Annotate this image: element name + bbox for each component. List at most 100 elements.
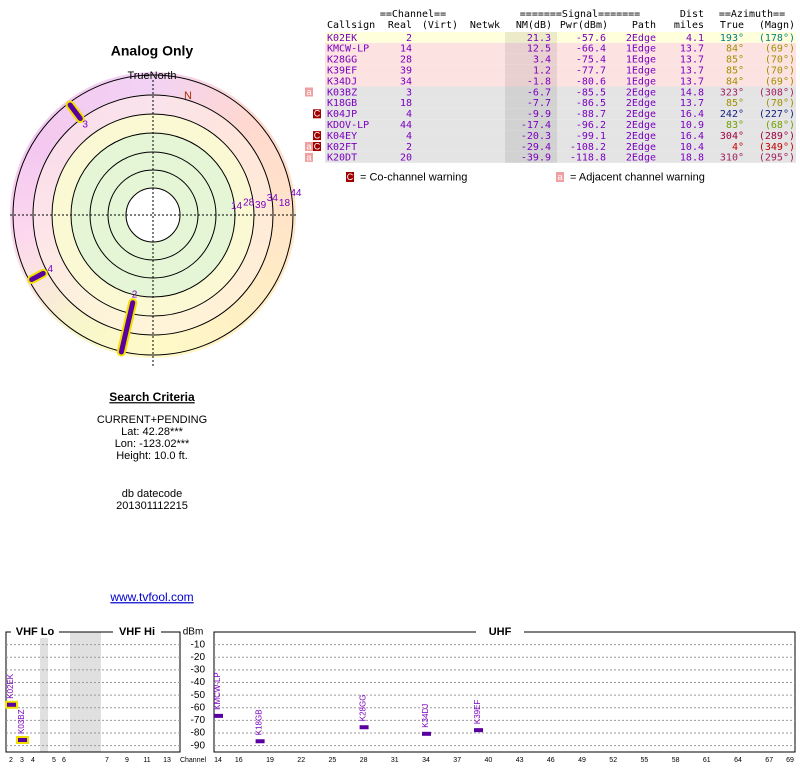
column-header: Path — [632, 20, 656, 31]
cell: 34 — [400, 76, 412, 87]
cell: 242° — [720, 109, 744, 120]
cell: K39EF — [327, 66, 357, 77]
cell: 13.7 — [680, 44, 704, 55]
nm-cell-bg — [505, 42, 557, 54]
group-header: Dist — [680, 9, 704, 20]
x-tick-label: 16 — [235, 757, 243, 764]
cell: -80.6 — [576, 76, 606, 87]
polar-label: 28 — [243, 197, 255, 208]
x-tick-label: 19 — [266, 757, 274, 764]
signal-bar — [67, 102, 83, 122]
bar-label: K03BZ — [17, 709, 26, 734]
cell: 2Edge — [626, 33, 656, 44]
cell: 85° — [726, 66, 744, 77]
bar-label: K34DJ — [421, 704, 430, 728]
column-header: Netwk — [470, 20, 500, 31]
power-bar — [214, 713, 223, 718]
column-header: (Virt) — [422, 20, 458, 31]
x-tick-label: 34 — [422, 757, 430, 764]
column-header: NM(dB) — [516, 20, 552, 31]
cell: 12.5 — [527, 44, 551, 55]
group-header: =======Signal======= — [520, 9, 640, 20]
y-tick-label: -60 — [191, 702, 206, 713]
cell: 85° — [726, 55, 744, 66]
x-tick-label: 67 — [765, 757, 773, 764]
cell: 2Edge — [626, 153, 656, 164]
cell: -118.8 — [570, 153, 606, 164]
warning-letter: a — [306, 87, 311, 97]
cell: 28 — [400, 55, 412, 66]
cell: 13.7 — [680, 55, 704, 66]
cell: 1Edge — [626, 66, 656, 77]
column-header: True — [720, 20, 744, 31]
warning-icon — [305, 142, 313, 151]
cell: 2 — [406, 33, 412, 44]
site-link-text[interactable]: www.tvfool.com — [109, 590, 193, 604]
cell: 2Edge — [626, 120, 656, 131]
band-label: VHF Hi — [119, 626, 155, 638]
cell: 310° — [720, 153, 744, 164]
power-bar — [422, 731, 431, 736]
cell: 21.3 — [527, 33, 551, 44]
uhf-panel — [213, 631, 796, 753]
row-bg — [325, 119, 796, 131]
x-tick-label: 3 — [20, 757, 24, 764]
search-line: Height: 10.0 ft. — [116, 450, 188, 462]
cell: 16.4 — [680, 109, 704, 120]
cell: KMCW-LP — [327, 44, 369, 55]
power-bar — [474, 728, 483, 733]
cell: 84° — [726, 44, 744, 55]
cell: 2Edge — [626, 131, 656, 142]
cell: 3 — [406, 87, 412, 98]
cell: -96.2 — [576, 120, 606, 131]
cell: (295°) — [759, 153, 795, 164]
cell: (178°) — [759, 33, 795, 44]
polar-label: 14 — [231, 201, 243, 212]
legend-text: = Co-channel warning — [360, 171, 467, 183]
x-tick-label: 28 — [360, 757, 368, 764]
cell: -85.5 — [576, 87, 606, 98]
cell: 1Edge — [626, 55, 656, 66]
cell: 85° — [726, 98, 744, 109]
cell: -7.7 — [527, 98, 551, 109]
nm-cell-bg — [505, 86, 557, 98]
warning-icon — [305, 87, 313, 97]
cell: 39 — [400, 66, 412, 77]
cell: 193° — [720, 33, 744, 44]
y-tick-label: -90 — [191, 740, 206, 751]
x-tick-label: 25 — [329, 757, 337, 764]
polar-label: 2 — [132, 290, 138, 301]
cell: K28GG — [327, 55, 357, 66]
column-header: (Magn) — [759, 20, 795, 31]
cell: -108.2 — [570, 142, 606, 153]
cell: 4° — [732, 142, 744, 153]
cell: (69°) — [765, 44, 795, 55]
nm-cell-bg — [505, 130, 557, 141]
cell: 304° — [720, 131, 744, 142]
cell: 3.4 — [533, 55, 551, 66]
search-title: Search Criteria — [109, 390, 195, 404]
bar-label: K28GG — [359, 695, 368, 722]
cell: (70°) — [765, 98, 795, 109]
x-tick-label: 64 — [734, 757, 742, 764]
y-tick-label: -70 — [191, 715, 206, 726]
row-bg — [325, 86, 796, 98]
signal-bar — [29, 270, 46, 283]
site-link[interactable]: www.tvfool.com — [109, 590, 193, 604]
column-header: Pwr(dBm) — [560, 20, 608, 31]
cell: 20 — [400, 153, 412, 164]
x-tick-label: 49 — [578, 757, 586, 764]
cell: 2Edge — [626, 87, 656, 98]
legend-icon — [556, 172, 564, 182]
y-axis-label: dBm — [183, 627, 204, 638]
y-tick-label: -40 — [191, 677, 206, 688]
column-header: Real — [388, 20, 412, 31]
row-bg — [325, 53, 796, 65]
legend-text: = Adjacent channel warning — [570, 171, 705, 183]
legend-icon-letter: a — [557, 172, 562, 182]
cell: K03BZ — [327, 87, 357, 98]
cell: K18GB — [327, 98, 357, 109]
warning-icon — [313, 131, 321, 141]
cell: -99.1 — [576, 131, 606, 142]
